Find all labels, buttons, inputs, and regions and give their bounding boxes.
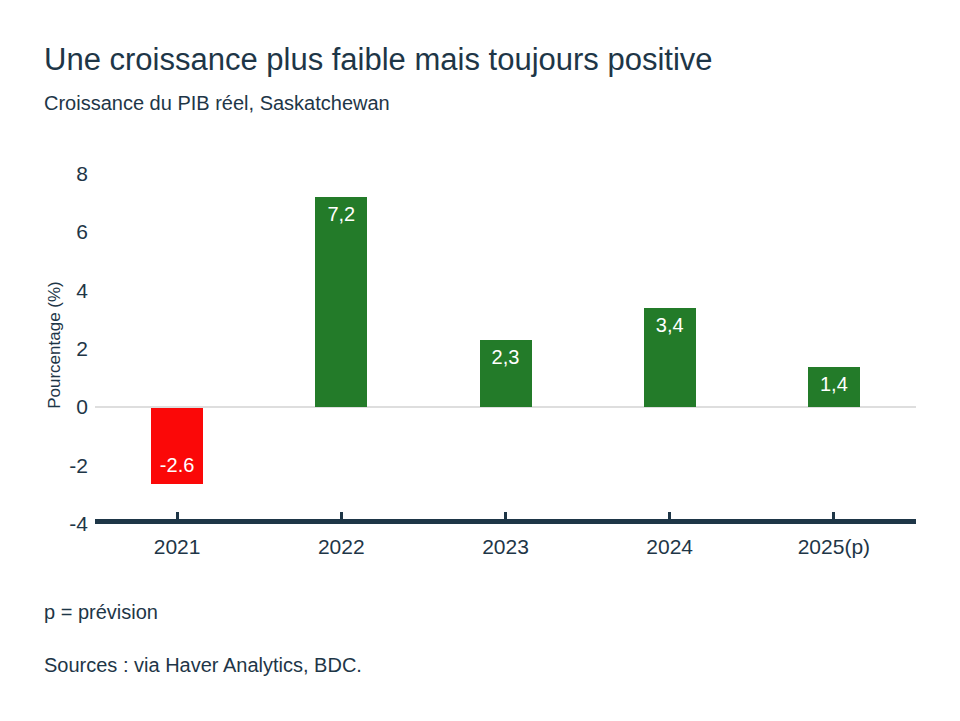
x-tick	[832, 512, 835, 519]
bar-value-label: 7,2	[315, 204, 367, 224]
y-tick-label: 8	[36, 163, 88, 185]
bar-2022: 7,2	[315, 197, 367, 407]
bar-value-label: 1,4	[808, 374, 860, 394]
gdp-growth-chart: Une croissance plus faible mais toujours…	[0, 0, 960, 721]
y-tick-label: 0	[36, 396, 88, 418]
x-tick	[668, 512, 671, 519]
forecast-footnote: p = prévision	[44, 601, 158, 624]
y-tick-label: 6	[36, 221, 88, 243]
chart-title: Une croissance plus faible mais toujours…	[44, 42, 713, 78]
x-tick	[504, 512, 507, 519]
bar-value-label: -2.6	[151, 455, 203, 475]
y-tick-label: 4	[36, 280, 88, 302]
sources-line: Sources : via Haver Analytics, BDC.	[44, 654, 362, 677]
y-tick-label: -2	[36, 455, 88, 477]
bar-2025(p): 1,4	[808, 367, 860, 408]
y-tick-label: -4	[36, 513, 88, 535]
bar-2024: 3,4	[644, 308, 696, 407]
x-tick	[340, 512, 343, 519]
bar-value-label: 3,4	[644, 315, 696, 335]
bar-2023: 2,3	[480, 340, 532, 407]
x-axis-line	[95, 519, 916, 524]
x-tick-label-2023: 2023	[436, 536, 576, 558]
x-tick	[176, 512, 179, 519]
x-tick-label-2022: 2022	[271, 536, 411, 558]
y-tick-label: 2	[36, 338, 88, 360]
x-tick-label-2024: 2024	[600, 536, 740, 558]
x-tick-label-2025(p): 2025(p)	[764, 536, 904, 558]
bar-value-label: 2,3	[480, 347, 532, 367]
chart-subtitle: Croissance du PIB réel, Saskatchewan	[44, 92, 390, 115]
x-tick-label-2021: 2021	[107, 536, 247, 558]
bar-2021: -2.6	[151, 408, 203, 484]
